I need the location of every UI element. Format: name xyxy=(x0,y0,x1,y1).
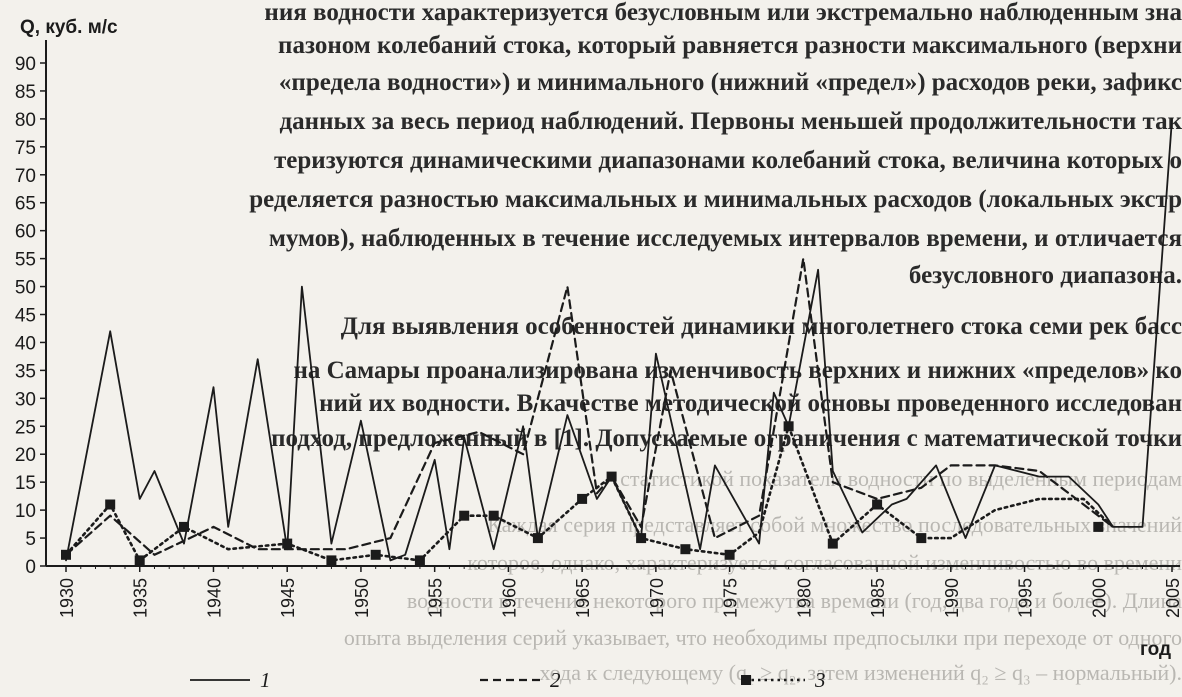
data-point-marker xyxy=(282,538,293,549)
series-layer xyxy=(64,118,1173,562)
y-tick-label: 35 xyxy=(15,361,36,382)
x-tick-label: 1990 xyxy=(942,578,962,618)
x-tick-label: 1995 xyxy=(1016,578,1036,618)
y-tick-label: 90 xyxy=(15,54,36,75)
y-tick-label: 20 xyxy=(15,445,36,466)
series-line-1 xyxy=(65,118,1173,562)
y-tick-label: 30 xyxy=(15,389,36,410)
marker-layer xyxy=(61,421,1104,566)
data-point-marker xyxy=(179,521,189,532)
y-tick-label: 85 xyxy=(15,82,36,103)
background-text-line: опыта выделения серий указывает, что нео… xyxy=(343,625,1182,650)
x-tick-label: 2005 xyxy=(1163,578,1182,618)
x-tick-label: 1930 xyxy=(57,578,77,618)
x-tick-label: 1985 xyxy=(868,578,888,618)
background-text-line: безусловного диапазона. xyxy=(908,262,1182,289)
background-text-line: водности в течение некоторого промежутка… xyxy=(406,588,1182,613)
y-tick-label: 45 xyxy=(15,306,36,327)
data-point-marker xyxy=(724,549,735,560)
data-point-marker xyxy=(606,471,617,482)
y-tick-label: 60 xyxy=(15,222,36,243)
y-tick-label: 80 xyxy=(15,110,36,131)
series-line-2 xyxy=(64,257,1115,556)
x-tick-label: 1955 xyxy=(426,578,446,618)
data-point-marker xyxy=(459,510,470,521)
legend-label: 3 xyxy=(814,668,826,692)
x-tick-label: 1980 xyxy=(794,578,814,618)
background-text-line: «предела водности») и минимального (нижн… xyxy=(278,69,1182,96)
y-tick-label: 5 xyxy=(25,529,36,550)
background-text-line: хода к следующему (q₁ ≥ q₂, затем измене… xyxy=(539,660,1182,685)
data-point-marker xyxy=(532,533,543,544)
x-tick-label: 1965 xyxy=(573,578,593,618)
data-point-marker xyxy=(680,544,691,555)
data-point-marker xyxy=(577,493,588,504)
x-tick-label: 1975 xyxy=(721,578,741,618)
background-text-line: Для выявления особенностей динамики мног… xyxy=(340,313,1182,340)
data-point-marker xyxy=(134,555,145,566)
background-text-line: подход, предложенный в [1]. Допускаемые … xyxy=(271,425,1182,452)
background-text-line: данных за весь период наблюдений. Первон… xyxy=(279,108,1182,135)
y-tick-label: 70 xyxy=(15,166,36,187)
background-text-line: на Самары проанализирована изменчивость … xyxy=(293,357,1182,384)
chart-axes: 0 5 10 15 20 25 30 35 40 45 50 55 60 65 70 75 80 85 90 1930… xyxy=(15,17,1182,660)
legend-label: 2 xyxy=(550,668,561,692)
x-tick-label: 1945 xyxy=(278,578,298,618)
x-tick-label: 1970 xyxy=(647,578,667,618)
x-axis-title: год xyxy=(1140,639,1171,660)
x-tick-label: 2000 xyxy=(1089,578,1109,618)
legend-label: 1 xyxy=(260,668,271,692)
data-point-marker xyxy=(488,510,499,521)
data-point-marker xyxy=(916,533,927,544)
y-tick-label: 40 xyxy=(15,333,36,354)
y-axis-title: Q, куб. м/с xyxy=(20,17,118,38)
y-tick-label: 50 xyxy=(15,278,36,299)
data-point-marker xyxy=(370,549,381,560)
data-point-marker xyxy=(414,555,425,566)
data-point-marker xyxy=(872,499,883,510)
data-point-marker xyxy=(783,421,794,432)
x-tick-label: 1935 xyxy=(131,578,151,618)
y-tick-label: 15 xyxy=(15,473,36,494)
background-text-line: теризуются динамическими диапазонами кол… xyxy=(274,147,1182,174)
background-text-line: которое, однако, характеризуется согласо… xyxy=(467,550,1182,575)
legend-marker xyxy=(741,675,751,685)
x-tick-label: 1940 xyxy=(204,578,224,618)
background-text-line: Каждая серия представляет собой множеств… xyxy=(487,512,1182,537)
data-point-marker xyxy=(636,533,647,544)
x-tick-label: 1950 xyxy=(352,578,372,618)
background-text-line: ределяется разностью максимальных и мини… xyxy=(249,186,1182,213)
data-point-marker xyxy=(105,499,116,510)
x-tick-label: 1960 xyxy=(499,578,519,618)
background-text-line: мумов), наблюденных в течение исследуемы… xyxy=(268,225,1182,252)
y-tick-label: 25 xyxy=(15,417,36,438)
chart-legend: 1 2 3 xyxy=(190,668,826,692)
data-point-marker xyxy=(61,549,71,560)
background-text-line: пазоном колебаний стока, который равняет… xyxy=(278,32,1182,59)
background-text-line: ния водности характеризуется безусловным… xyxy=(264,0,1182,26)
data-point-marker xyxy=(326,555,337,566)
background-text-line: ний их водности. В качестве методической… xyxy=(319,390,1182,417)
data-point-marker xyxy=(827,538,838,549)
y-tick-label: 10 xyxy=(15,501,36,522)
y-tick-label: 75 xyxy=(15,138,36,159)
y-tick-label: 65 xyxy=(15,194,36,215)
y-tick-label: 55 xyxy=(15,250,36,271)
data-point-marker xyxy=(1093,521,1104,532)
y-tick-label: 0 xyxy=(25,557,36,578)
